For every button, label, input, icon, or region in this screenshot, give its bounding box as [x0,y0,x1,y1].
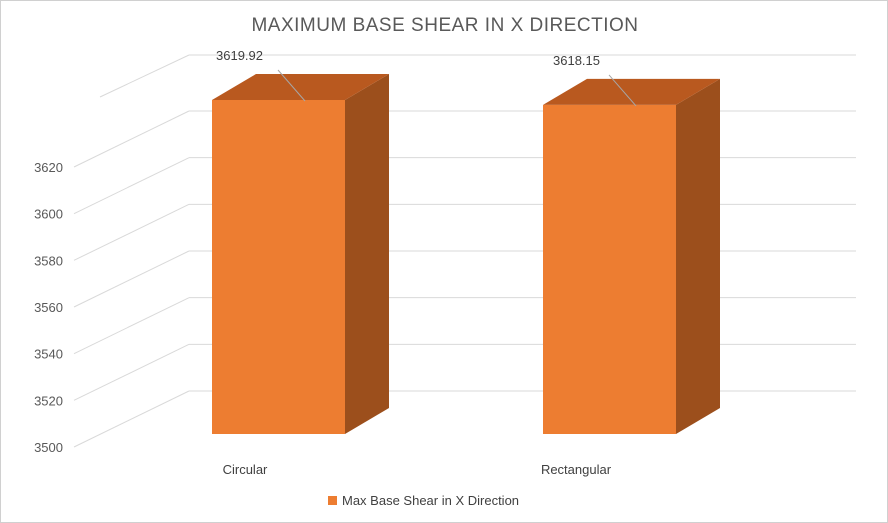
x-category-label-rectangular: Rectangular [541,462,612,477]
gridline-floor-3500 [73,390,190,448]
bar-top-circular [212,74,389,100]
x-category-label-circular: Circular [223,462,268,477]
gridlines [73,54,856,448]
y-tick-label-3620: 3620 [34,160,63,175]
bar-front-circular [212,100,345,434]
y-tick-label-3580: 3580 [34,253,63,268]
gridline-floor-3600 [73,157,190,215]
bars: 3619.92 3618.15 [212,48,720,435]
bar-top-rectangular [543,78,720,105]
bar-side-rectangular [676,78,720,435]
gridline-floor-top [99,54,190,98]
bar-front-rectangular [543,104,676,435]
bar-side-circular [345,74,389,434]
y-tick-label-3540: 3540 [34,347,63,362]
y-tick-label-3600: 3600 [34,207,63,222]
y-tick-label-3500: 3500 [34,440,63,455]
data-label-rectangular: 3618.15 [553,53,600,68]
gridline-floor-3620 [73,110,190,168]
legend: Max Base Shear in X Direction [328,493,519,508]
legend-label: Max Base Shear in X Direction [342,493,519,508]
y-axis-ticks: 3500 3520 3540 3560 3580 3600 3620 [34,160,63,455]
y-tick-label-3560: 3560 [34,300,63,315]
gridline-floor-3560 [73,250,190,308]
data-label-leader-rectangular [608,74,637,107]
y-tick-label-3520: 3520 [34,393,63,408]
chart-title: MAXIMUM BASE SHEAR IN X DIRECTION [251,15,638,36]
data-label-circular: 3619.92 [216,48,263,63]
gridline-floor-3540 [73,297,190,355]
data-label-leader-circular [277,69,306,102]
x-axis-categories: Circular Rectangular [223,462,612,477]
gridline-floor-3580 [73,203,190,261]
legend-swatch [328,496,337,505]
gridline-floor-3520 [73,343,190,401]
